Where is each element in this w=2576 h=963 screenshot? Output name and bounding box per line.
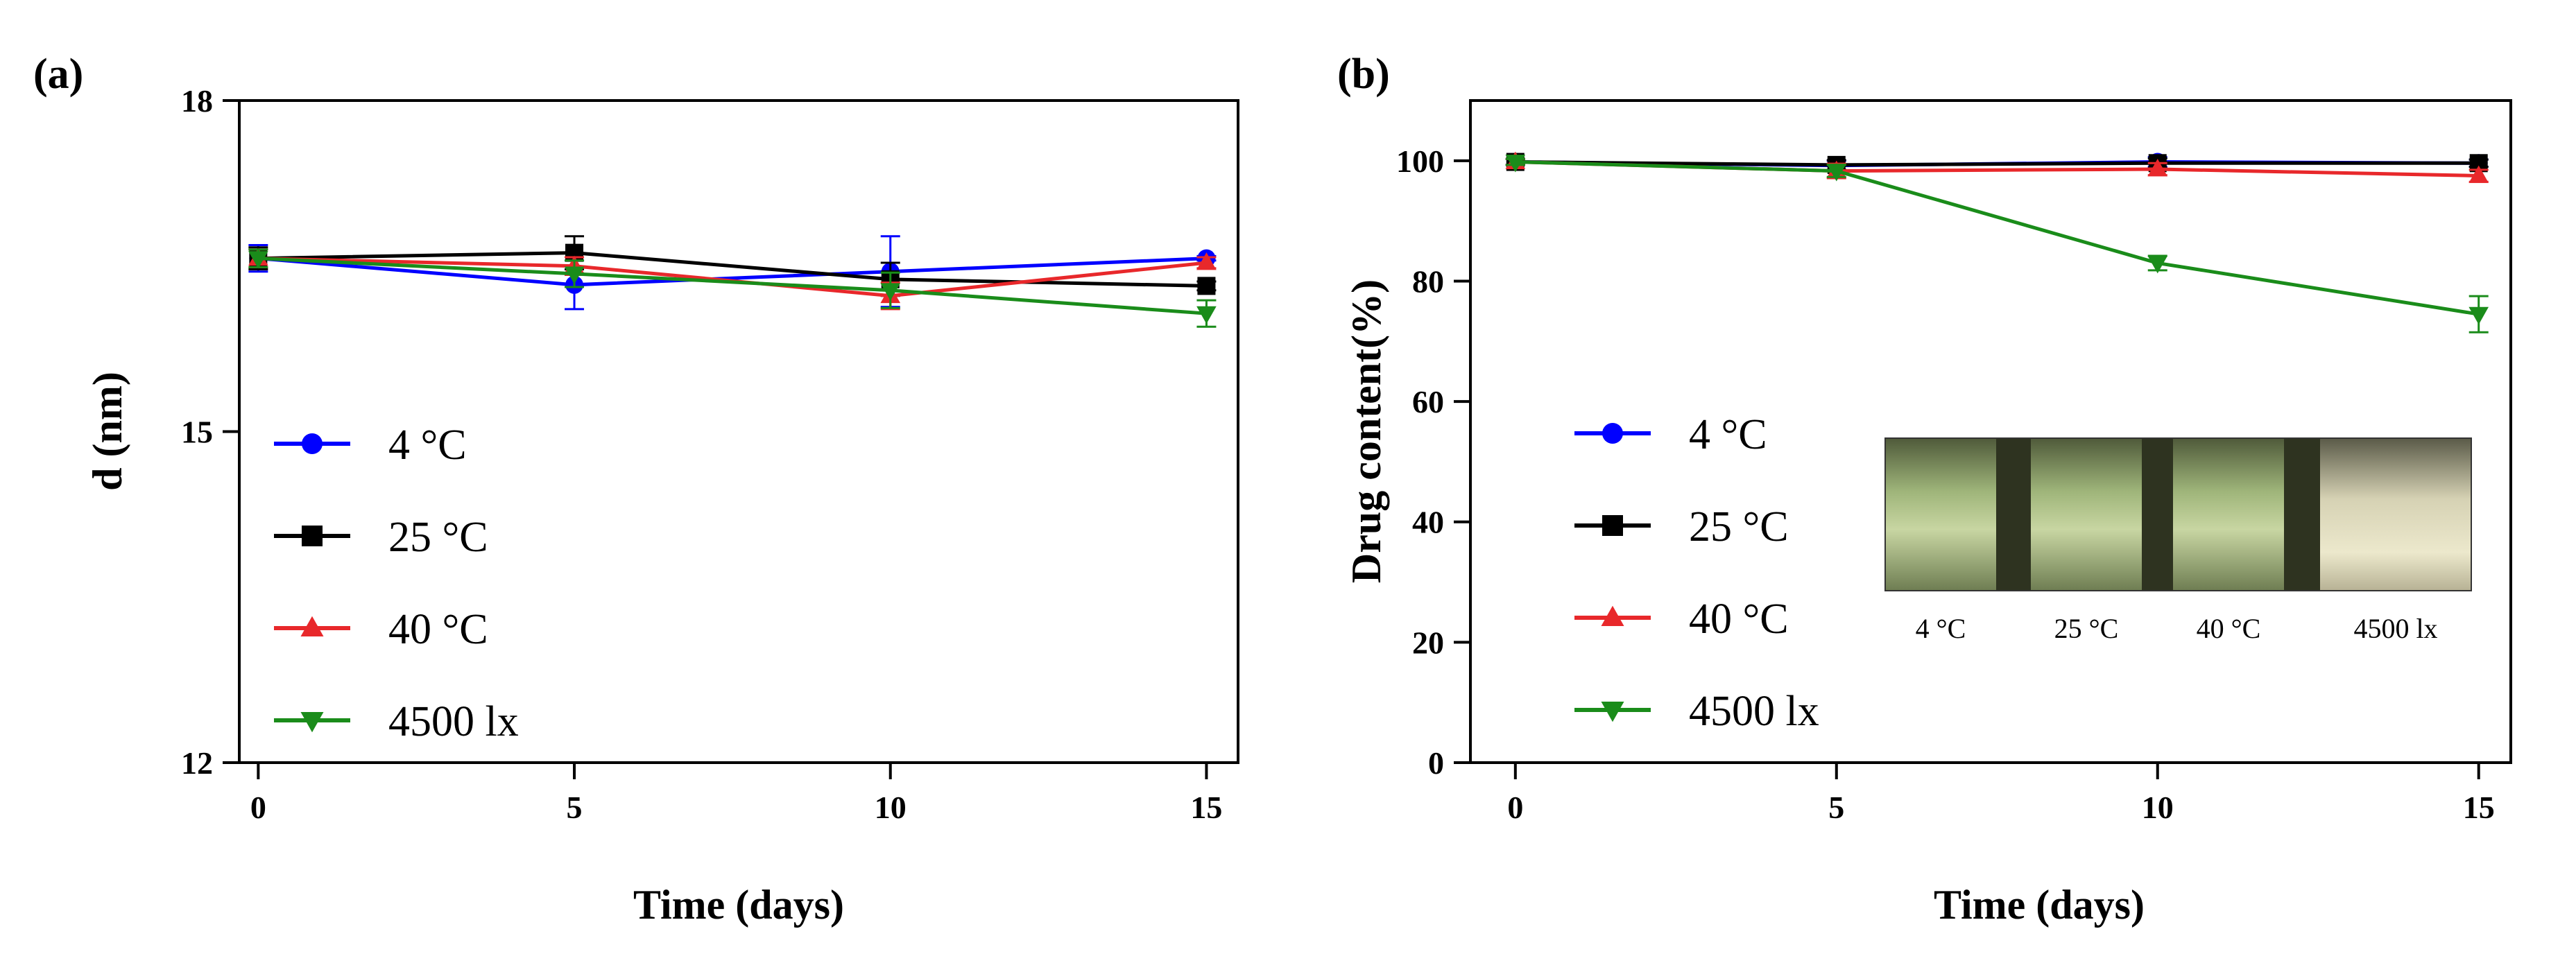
data-point <box>2468 306 2489 325</box>
x-tick-label: 10 <box>875 790 907 825</box>
photo-caption: 4500 lx <box>2353 613 2437 644</box>
panel-b: (b) 0 5 10 15 0 20 40 60 80 100 Time (days) Drug … <box>1337 51 2512 928</box>
panel-b-label: (b) <box>1337 51 1390 98</box>
series-4500-lx <box>1505 155 2489 333</box>
data-point <box>2147 159 2168 177</box>
legend-marker <box>1601 605 1624 626</box>
x-tick-label: 10 <box>2142 790 2174 825</box>
legend-marker <box>302 526 323 546</box>
series-line <box>258 257 1207 287</box>
series-4-c <box>248 235 1217 311</box>
legend-label: 40 °C <box>388 606 488 653</box>
series-line <box>1515 160 2479 167</box>
data-point <box>564 266 585 284</box>
y-tick-label: 40 <box>1412 505 1444 540</box>
data-point <box>2147 256 2168 274</box>
legend-item-40-c: 40 °C <box>274 606 488 653</box>
data-point <box>880 283 901 301</box>
legend-item-25-c: 25 °C <box>274 514 488 561</box>
x-tick-label: 5 <box>567 790 583 825</box>
y-tick-label: 15 <box>181 415 213 450</box>
axis-ticks-a: 0 5 10 15 12 15 18 <box>181 83 1222 825</box>
data-point <box>1826 164 1847 182</box>
legend-item-4-c: 4 °C <box>1574 411 1767 458</box>
legend-item-4500-lx: 4500 lx <box>1574 688 1819 735</box>
data-point <box>1196 306 1217 324</box>
legend-item-4500-lx: 4500 lx <box>274 698 519 745</box>
x-tick-label: 15 <box>2463 790 2495 825</box>
legend-item-25-c: 25 °C <box>1574 503 1789 550</box>
legend-b: 4 °C 25 °C 40 °C 4500 lx <box>1574 411 1819 735</box>
series-line <box>1515 160 2480 316</box>
series-group-a <box>248 235 1217 328</box>
y-tick-label: 12 <box>181 745 213 781</box>
legend-label: 4 °C <box>1689 411 1767 458</box>
series-line <box>258 257 1207 315</box>
legend-marker <box>300 712 324 733</box>
legend-label: 4 °C <box>388 422 467 469</box>
data-point <box>2468 165 2489 183</box>
series-line <box>258 251 1207 288</box>
legend-marker <box>1601 702 1624 722</box>
plot-frame-b <box>1469 99 2512 764</box>
axis-ticks-b: 0 5 10 15 0 20 40 60 80 100 <box>1396 144 2495 825</box>
data-point <box>1505 155 1526 173</box>
x-tick-label: 5 <box>1828 790 1844 825</box>
legend-label: 4500 lx <box>1689 688 1819 735</box>
y-tick-label: 0 <box>1428 745 1444 781</box>
legend-item-4-c: 4 °C <box>274 422 467 469</box>
x-tick-label: 0 <box>1507 790 1523 825</box>
photo-caption: 25 °C <box>2054 613 2119 644</box>
legend-label: 4500 lx <box>388 698 519 745</box>
photo-caption: 4 °C <box>1916 613 1966 644</box>
legend-label: 25 °C <box>1689 503 1789 550</box>
series-4500-lx <box>248 248 1217 328</box>
y-tick-label: 18 <box>181 83 213 119</box>
data-point <box>1197 277 1216 295</box>
photo-captions: 4 °C 25 °C 40 °C 4500 lx <box>1916 613 2438 644</box>
panel-a: (a) 0 5 10 15 12 15 18 Time (days) d (nm) 4 °C… <box>33 51 1239 928</box>
x-tick-label: 0 <box>250 790 266 825</box>
legend-marker <box>1602 515 1623 536</box>
legend-marker <box>1602 423 1623 444</box>
y-tick-label: 20 <box>1412 625 1444 660</box>
photo-caption: 40 °C <box>2197 613 2261 644</box>
legend-marker <box>302 433 323 454</box>
legend-label: 25 °C <box>388 514 488 561</box>
y-axis-title-a: d (nm) <box>85 372 130 491</box>
y-tick-label: 100 <box>1396 144 1444 179</box>
vial-photo-inset: 4 °C 25 °C 40 °C 4500 lx <box>1884 437 2472 644</box>
legend-a: 4 °C 25 °C 40 °C 4500 lx <box>274 422 519 745</box>
legend-marker <box>300 616 324 636</box>
x-tick-label: 15 <box>1190 790 1222 825</box>
data-point <box>1196 252 1217 270</box>
y-axis-title-b: Drug content(%) <box>1343 279 1389 583</box>
series-group-b <box>1505 151 2489 333</box>
panel-a-label: (a) <box>33 51 83 98</box>
legend-label: 40 °C <box>1689 596 1789 643</box>
data-point <box>248 251 268 269</box>
y-tick-label: 80 <box>1412 263 1444 299</box>
x-axis-title-b: Time (days) <box>1934 882 2145 928</box>
y-tick-label: 60 <box>1412 384 1444 419</box>
x-axis-title-a: Time (days) <box>633 882 844 928</box>
legend-item-40-c: 40 °C <box>1574 596 1789 643</box>
